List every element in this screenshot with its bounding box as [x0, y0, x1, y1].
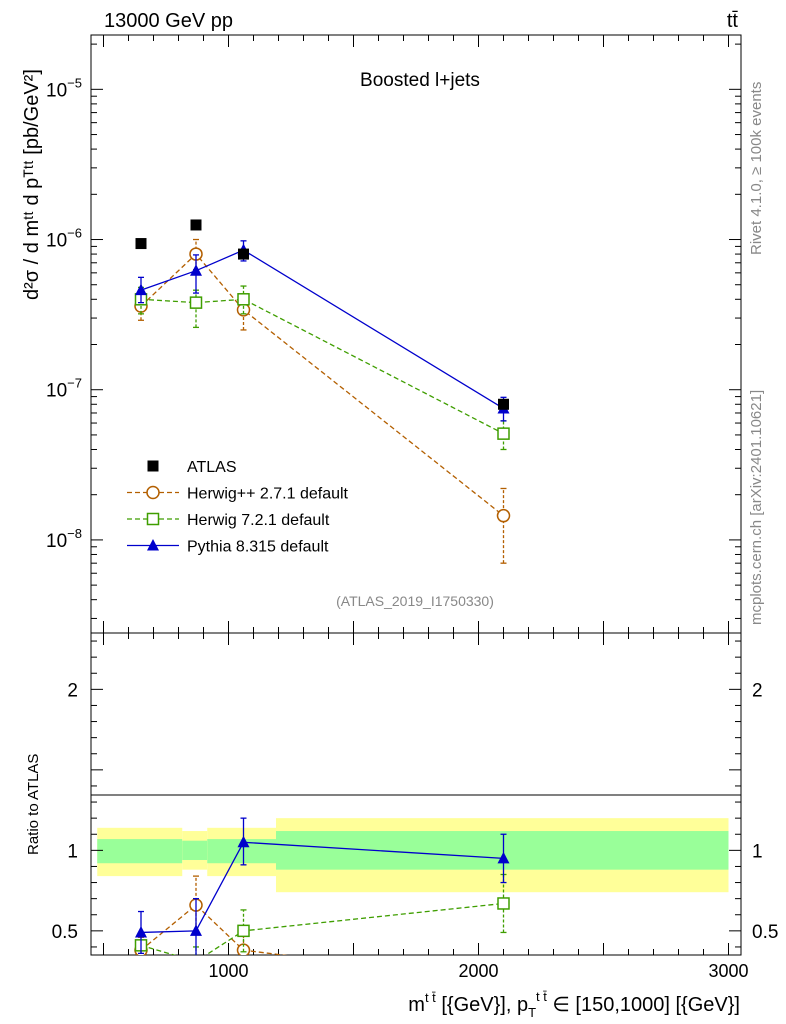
- y-tick-label: 10−8: [46, 526, 82, 552]
- chart-title: Boosted l+jets: [360, 70, 480, 91]
- legend-label-h7: Herwig 7.2.1 default: [187, 512, 330, 529]
- ratio-point-py: [190, 924, 202, 936]
- mcplots-label: mcplots.cern.ch [arXiv:2401.10621]: [748, 390, 765, 625]
- ratio-band-inner-1: [182, 840, 208, 861]
- ratio-line-hpp: [140, 904, 288, 955]
- point-h7: [497, 427, 510, 440]
- x-tick-label: 2000: [458, 961, 498, 981]
- point-atlas: [238, 248, 249, 260]
- ratio-point-py: [237, 835, 250, 848]
- line-py: [140, 249, 504, 410]
- legend-item-atlas: ATLAS: [147, 459, 237, 476]
- ratio-line-py: [140, 841, 504, 934]
- ratio-uncertainty-bands: [97, 818, 729, 893]
- ratio-line-h7: [140, 902, 504, 955]
- legend-label-py: Pythia 8.315 default: [187, 539, 329, 556]
- rivet-label: Rivet 4.1.0, ≥ 100k events: [748, 82, 765, 255]
- line-hpp: [140, 253, 504, 517]
- ratio-point-h7: [497, 897, 510, 910]
- ratio-y-tick-label-left: 1: [67, 841, 78, 862]
- point-h7: [237, 293, 250, 306]
- point-atlas: [135, 238, 147, 250]
- point-atlas: [498, 398, 509, 410]
- analysis-id: (ATLAS_2019_I1750330): [336, 593, 494, 609]
- ratio-series-hpp: [134, 875, 510, 988]
- ratio-series-py: [135, 817, 510, 955]
- ratio-point-hpp: [498, 976, 510, 988]
- point-hpp: [496, 508, 511, 523]
- y-tick-label: 10−6: [46, 226, 82, 252]
- legend-label-atlas: ATLAS: [187, 459, 237, 476]
- ratio-y-tick-label-left: 2: [67, 680, 78, 701]
- legend-item-py: Pythia 8.315 default: [127, 539, 329, 556]
- axis-ticks: 1000 2000 3000 10−5 10−6 10−7 10−8 0.5 0.5 1 1 2 2: [46, 35, 778, 981]
- legend-marker-h7: [146, 512, 160, 526]
- legend-item-h7: Herwig 7.2.1 default: [127, 512, 330, 529]
- legend-label-hpp: Herwig++ 2.7.1 default: [187, 486, 349, 503]
- header-left: 13000 GeV pp: [104, 10, 233, 32]
- upper-panel-data: [134, 219, 511, 564]
- legend-marker-atlas: [147, 460, 159, 472]
- ratio-point-py: [497, 851, 510, 864]
- upper-ylabel-text: d²σ / d mᵗᵗ d pᵀᵗᵗ [pb/GeV²]: [21, 69, 43, 300]
- x-axis-label: mt t̄ [{GeV}], pTt t̄ ∈ [150,1000] [{GeV…: [408, 989, 740, 1020]
- ratio-ylabel: Ratio to ATLAS: [25, 754, 42, 855]
- ratio-point-h7: [237, 924, 250, 938]
- series-atlas: [135, 219, 509, 410]
- ratio-panel-frame: [90, 632, 742, 956]
- ratio-panel-data: [134, 817, 510, 988]
- line-h7: [140, 298, 504, 435]
- y-tick-label: 10−5: [46, 75, 82, 101]
- ratio-y-tick-label-right: 1: [752, 841, 763, 862]
- header-right: tt̄: [727, 10, 739, 32]
- ratio-band-inner-3: [276, 831, 729, 870]
- x-tick-label: 3000: [708, 961, 748, 981]
- series-h7: [134, 285, 510, 451]
- ratio-point-py: [135, 925, 147, 938]
- ratio-y-tick-label-left: 0.5: [52, 922, 78, 943]
- y-tick-label: 10−7: [46, 376, 82, 402]
- point-py: [135, 283, 147, 296]
- point-py: [190, 264, 202, 276]
- legend-item-hpp: Herwig++ 2.7.1 default: [127, 486, 349, 503]
- ratio-y-tick-label-right: 2: [752, 680, 763, 701]
- series-py: [135, 240, 510, 422]
- legend-marker-py: [147, 539, 159, 551]
- ratio-point-h7: [191, 956, 202, 967]
- x-tick-label: 1000: [208, 961, 248, 981]
- ratio-band-inner-0: [97, 839, 183, 864]
- upper-ylabel: d²σ / d mᵗᵗ d pᵀᵗᵗ [pb/GeV²]: [21, 69, 43, 300]
- point-atlas: [190, 219, 202, 231]
- ratio-y-tick-label-right: 0.5: [752, 922, 778, 943]
- legend-marker-hpp: [146, 485, 160, 500]
- point-h7: [189, 296, 203, 309]
- legend: ATLAS Herwig++ 2.7.1 default Herwig 7.2.1 …: [127, 459, 349, 556]
